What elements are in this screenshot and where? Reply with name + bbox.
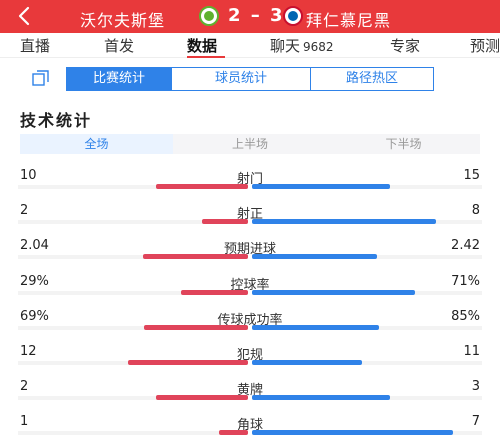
stat-bar-home xyxy=(143,254,248,260)
stat-label: 角球 xyxy=(236,418,263,434)
home-team-logo-icon xyxy=(199,6,219,26)
segment-match-stats[interactable]: 比赛统计 xyxy=(66,67,172,91)
stat-bar-track-home xyxy=(18,255,248,260)
period-second-half[interactable]: 下半场 xyxy=(385,137,422,151)
stat-row: 29% 控球率 71% xyxy=(0,274,500,304)
section-title: 技术统计 xyxy=(20,111,93,130)
stat-bar-away xyxy=(252,289,415,295)
stat-away-value: 85% xyxy=(451,308,480,324)
stat-bar-track-away xyxy=(252,361,482,365)
stat-home-value: 2 xyxy=(20,203,29,219)
stat-bar-home xyxy=(219,430,248,436)
period-selector: 全场 上半场 下半场 xyxy=(20,134,480,154)
stat-away-value: 11 xyxy=(463,344,480,359)
stat-label: 控球率 xyxy=(230,277,270,293)
segment-player-stats[interactable]: 球员统计 xyxy=(171,67,311,91)
stat-bar-track-home xyxy=(18,220,248,225)
stat-row: 10 射门 15 xyxy=(0,168,500,198)
stat-row: 2 射正 8 xyxy=(0,203,500,233)
tab-experts[interactable]: 专家 xyxy=(390,37,421,55)
active-tab-indicator xyxy=(187,56,225,58)
period-first-half[interactable]: 上半场 xyxy=(231,137,268,151)
segment-heatmap[interactable]: 路径热区 xyxy=(310,67,434,91)
away-team-logo-icon xyxy=(283,6,303,26)
stat-bar-away xyxy=(252,219,436,225)
tab-live[interactable]: 直播 xyxy=(20,37,51,55)
document-icon[interactable] xyxy=(32,70,50,86)
period-full-match[interactable]: 全场 xyxy=(20,134,173,154)
stat-bar-away xyxy=(252,184,390,189)
stat-bar-home xyxy=(181,289,248,295)
stat-home-value: 69% xyxy=(20,308,49,324)
stat-bar-away xyxy=(252,430,453,436)
stat-away-value: 15 xyxy=(463,168,480,183)
stat-row: 1 角球 7 xyxy=(0,414,500,440)
home-team-name: 沃尔夫斯堡 xyxy=(80,11,166,30)
stat-bar-away xyxy=(252,324,379,330)
tab-lineup[interactable]: 首发 xyxy=(104,37,135,55)
stat-home-value: 12 xyxy=(20,344,37,359)
stat-bar-home xyxy=(202,219,248,225)
stat-home-value: 10 xyxy=(20,168,37,183)
away-team-name: 拜仁慕尼黑 xyxy=(306,11,392,30)
stat-row: 2.04 预期进球 2.42 xyxy=(0,238,500,268)
stat-away-value: 7 xyxy=(471,414,480,430)
stat-bar-home xyxy=(128,360,248,365)
stat-bar-track-home xyxy=(18,431,248,436)
stat-bar-track-home xyxy=(18,185,248,189)
stat-label: 黄牌 xyxy=(236,383,263,399)
stat-bar-away xyxy=(252,254,377,260)
stat-bar-track-home xyxy=(18,396,248,401)
stat-row: 2 黄牌 3 xyxy=(0,379,500,409)
match-tabs: 直播 首发 数据 聊天 9682 专家 预测 xyxy=(0,33,500,58)
stat-home-value: 2.04 xyxy=(20,238,49,254)
stat-away-value: 71% xyxy=(451,273,480,289)
match-header: 沃尔夫斯堡 2 – 3 拜仁慕尼黑 xyxy=(0,0,500,33)
back-arrow-icon[interactable] xyxy=(14,5,36,27)
stat-away-value: 8 xyxy=(471,203,480,219)
stat-home-value: 2 xyxy=(20,379,29,395)
stat-label: 射门 xyxy=(236,172,263,187)
stat-bar-away xyxy=(252,395,390,401)
stat-home-value: 29% xyxy=(20,273,49,289)
stat-bar-track-home xyxy=(18,325,248,330)
tab-chat-count: 9682 xyxy=(303,40,334,54)
tab-chat[interactable]: 聊天 9682 xyxy=(270,35,334,56)
stat-label: 射正 xyxy=(236,207,263,223)
stat-bar-away xyxy=(252,360,362,365)
tab-prediction[interactable]: 预测 xyxy=(470,37,500,55)
tab-chat-label: 聊天 xyxy=(270,37,301,55)
stat-label: 犯规 xyxy=(236,348,263,363)
stat-home-value: 1 xyxy=(20,414,29,430)
stat-bar-home xyxy=(156,395,248,401)
stat-row: 69% 传球成功率 85% xyxy=(0,309,500,339)
stat-away-value: 2.42 xyxy=(451,238,480,254)
stat-bar-track-home xyxy=(18,290,248,295)
tab-stats[interactable]: 数据 xyxy=(187,37,218,55)
stat-away-value: 3 xyxy=(471,379,480,395)
stat-label: 传球成功率 xyxy=(217,312,283,328)
stat-label: 预期进球 xyxy=(223,242,276,258)
stat-bar-home xyxy=(144,324,248,330)
match-score: 2 – 3 xyxy=(228,5,285,26)
stat-row: 12 犯规 11 xyxy=(0,344,500,374)
stat-bar-home xyxy=(156,184,248,189)
